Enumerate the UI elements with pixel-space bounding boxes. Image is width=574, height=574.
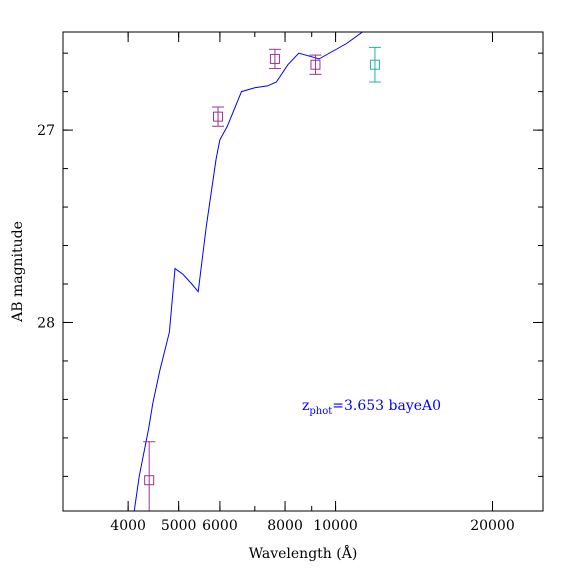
square-marker bbox=[369, 59, 380, 70]
x-tick-label: 5000 bbox=[161, 518, 197, 534]
photometry-point bbox=[212, 106, 225, 127]
x-tick-label: 8000 bbox=[267, 518, 303, 534]
series-layer bbox=[133, 32, 364, 511]
axis-ticks bbox=[62, 32, 543, 511]
square-marker bbox=[213, 111, 224, 122]
photometry-point bbox=[368, 46, 381, 83]
marker-layer bbox=[143, 46, 381, 511]
square-marker bbox=[144, 475, 155, 486]
x-axis-label: Wavelength (Å) bbox=[249, 544, 358, 562]
y-tick-label: 28 bbox=[37, 315, 55, 331]
x-tick-label: 4000 bbox=[110, 518, 146, 534]
y-tick-label: 27 bbox=[37, 123, 55, 139]
plot-frame bbox=[62, 31, 544, 512]
y-tick-labels: 27 28 bbox=[37, 123, 55, 331]
square-marker bbox=[269, 53, 280, 64]
x-tick-labels: 4000 5000 6000 8000 10000 20000 bbox=[110, 518, 514, 534]
template-spectrum-line bbox=[133, 32, 364, 511]
annotation-subscript: phot bbox=[309, 406, 332, 417]
x-tick-label: 20000 bbox=[470, 518, 515, 534]
x-tick-label: 10000 bbox=[313, 518, 358, 534]
square-marker bbox=[310, 59, 321, 70]
x-tick-label: 6000 bbox=[202, 518, 238, 534]
annotation-prefix: z bbox=[302, 398, 309, 414]
photometry-point bbox=[309, 54, 322, 75]
photometry-point bbox=[143, 441, 156, 511]
y-axis-label: AB magnitude bbox=[10, 221, 26, 323]
annotation-text: =3.653 bayeA0 bbox=[332, 398, 441, 414]
photometry-point bbox=[268, 48, 281, 70]
photometric-redshift-annotation: zphot=3.653 bayeA0 bbox=[302, 398, 441, 417]
